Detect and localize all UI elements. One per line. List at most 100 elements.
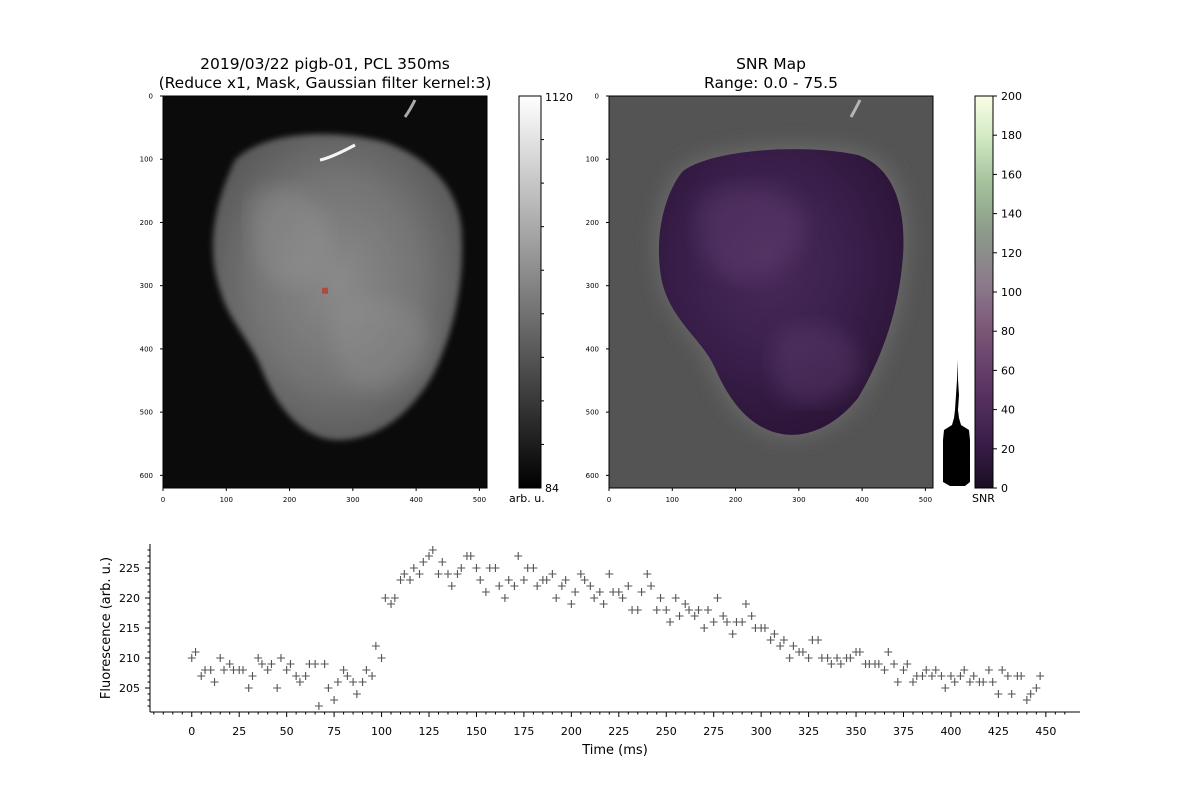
trace-point-171 xyxy=(998,666,1007,674)
trace-point-34 xyxy=(349,678,358,686)
fluorescence-y-tick-label-200: 200 xyxy=(140,219,153,227)
fluorescence-y-tick-label-300: 300 xyxy=(140,282,153,290)
trace-point-73 xyxy=(533,582,542,590)
trace-point-116 xyxy=(738,618,747,626)
trace-y-tick-label-210: 210 xyxy=(119,652,140,665)
trace-point-65 xyxy=(495,582,504,590)
snr-title-line1: SNR Map xyxy=(736,55,806,73)
snr-x-tick-label-500: 500 xyxy=(919,496,932,504)
trace-point-141 xyxy=(855,648,864,656)
trace-x-tick-label-400: 400 xyxy=(940,725,961,738)
trace-point-76 xyxy=(548,570,557,578)
trace-x-tick-label-250: 250 xyxy=(656,725,677,738)
trace-point-130 xyxy=(804,654,813,662)
trace-point-50 xyxy=(425,552,433,560)
trace-point-178 xyxy=(1032,684,1041,692)
trace-point-91 xyxy=(618,594,627,602)
trace-point-62 xyxy=(481,588,490,596)
trace-point-152 xyxy=(908,678,917,686)
trace-point-150 xyxy=(899,666,908,674)
gray-colorbar-ticks xyxy=(541,139,544,445)
snr-colorbar-tick-label-100: 100 xyxy=(1001,286,1022,299)
trace-ylabel: Fluorescence (arb. u.) xyxy=(99,557,114,699)
snr-colorbar: 0 20 40 60 80 100 120 140 160 180 200 SNR xyxy=(972,90,1022,505)
trace-point-179 xyxy=(1036,672,1045,680)
trace-point-29 xyxy=(324,684,333,692)
trace-point-159 xyxy=(941,684,950,692)
fluorescence-image-frame xyxy=(162,95,488,489)
trace-point-55 xyxy=(447,582,456,590)
trace-point-151 xyxy=(903,660,912,668)
trace-point-135 xyxy=(827,660,836,668)
snr-colorbar-tick-label-0: 0 xyxy=(1001,482,1008,495)
trace-point-16 xyxy=(263,666,272,674)
snr-map-frame xyxy=(608,95,934,489)
trace-point-98 xyxy=(652,606,661,614)
trace-point-97 xyxy=(647,582,656,590)
trace-point-45 xyxy=(400,570,409,578)
roi-marker[interactable] xyxy=(322,287,328,294)
trace-x-tick-label-175: 175 xyxy=(513,725,534,738)
trace-point-8 xyxy=(225,660,234,668)
trace-plot: 0 25 50 75 100 125 150 175 200 225 250 275 300 325 350… xyxy=(99,544,1080,758)
trace-point-84 xyxy=(586,582,595,590)
trace-point-48 xyxy=(415,570,424,578)
trace-point-168 xyxy=(984,666,993,674)
trace-x-tick-label-50: 50 xyxy=(280,725,294,738)
snr-x-tick-label-200: 200 xyxy=(729,496,742,504)
trace-point-111 xyxy=(713,594,722,602)
trace-point-47 xyxy=(409,564,418,572)
trace-point-124 xyxy=(776,642,785,650)
trace-point-2 xyxy=(197,672,206,680)
trace-point-157 xyxy=(931,666,940,674)
trace-point-41 xyxy=(381,594,390,602)
snr-histogram xyxy=(943,340,970,486)
snr-y-tick-label-0: 0 xyxy=(595,93,599,101)
trace-point-108 xyxy=(700,624,709,632)
trace-point-92 xyxy=(624,582,633,590)
fluorescence-y-tick-label-0: 0 xyxy=(149,93,153,101)
fluorescence-y-tick-label-100: 100 xyxy=(140,156,153,164)
trace-point-117 xyxy=(741,600,750,608)
trace-point-154 xyxy=(918,672,927,680)
trace-point-31 xyxy=(333,678,342,686)
trace-point-81 xyxy=(571,588,580,596)
trace-xlabel: Time (ms) xyxy=(581,743,648,758)
trace-points xyxy=(187,546,1045,710)
trace-point-54 xyxy=(443,570,452,578)
trace-point-23 xyxy=(295,678,304,686)
trace-point-43 xyxy=(390,594,399,602)
trace-point-19 xyxy=(276,654,285,662)
trace-point-39 xyxy=(371,642,380,650)
trace-point-90 xyxy=(614,588,623,596)
image-axes-ticks: 0 100 200 300 400 500 0 100 200 300 400 500 600 0 100 2… xyxy=(140,93,932,505)
trace-y-tick-label-225: 225 xyxy=(119,562,140,575)
trace-point-175 xyxy=(1017,672,1026,680)
fluorescence-x-tick-label-400: 400 xyxy=(409,496,422,504)
trace-point-148 xyxy=(890,660,898,668)
trace-point-105 xyxy=(685,606,694,614)
trace-point-163 xyxy=(960,666,969,674)
trace-point-11 xyxy=(239,666,247,674)
trace-point-161 xyxy=(950,678,959,686)
snr-colorbar-tick-label-140: 140 xyxy=(1001,208,1022,221)
trace-point-104 xyxy=(681,600,690,608)
trace-point-86 xyxy=(595,588,604,596)
trace-point-149 xyxy=(893,678,902,686)
snr-x-tick-label-300: 300 xyxy=(792,496,805,504)
trace-point-94 xyxy=(633,606,642,614)
trace-point-53 xyxy=(438,558,447,566)
trace-x-tick-label-100: 100 xyxy=(371,725,392,738)
trace-y-tick-label-205: 205 xyxy=(119,682,140,695)
trace-ticks: 0 25 50 75 100 125 150 175 200 225 250 275 300 325 350… xyxy=(119,549,1066,738)
heart-silhouette xyxy=(212,134,463,441)
trace-point-6 xyxy=(216,654,225,662)
trace-point-27 xyxy=(314,702,323,710)
trace-point-126 xyxy=(785,654,794,662)
snr-colorbar-tick-label-200: 200 xyxy=(1001,90,1022,103)
trace-point-146 xyxy=(880,666,889,674)
trace-point-69 xyxy=(514,552,523,560)
trace-point-170 xyxy=(994,690,1003,698)
trace-point-21 xyxy=(286,660,295,668)
gray-colorbar-max-label: 1120 xyxy=(545,91,573,104)
